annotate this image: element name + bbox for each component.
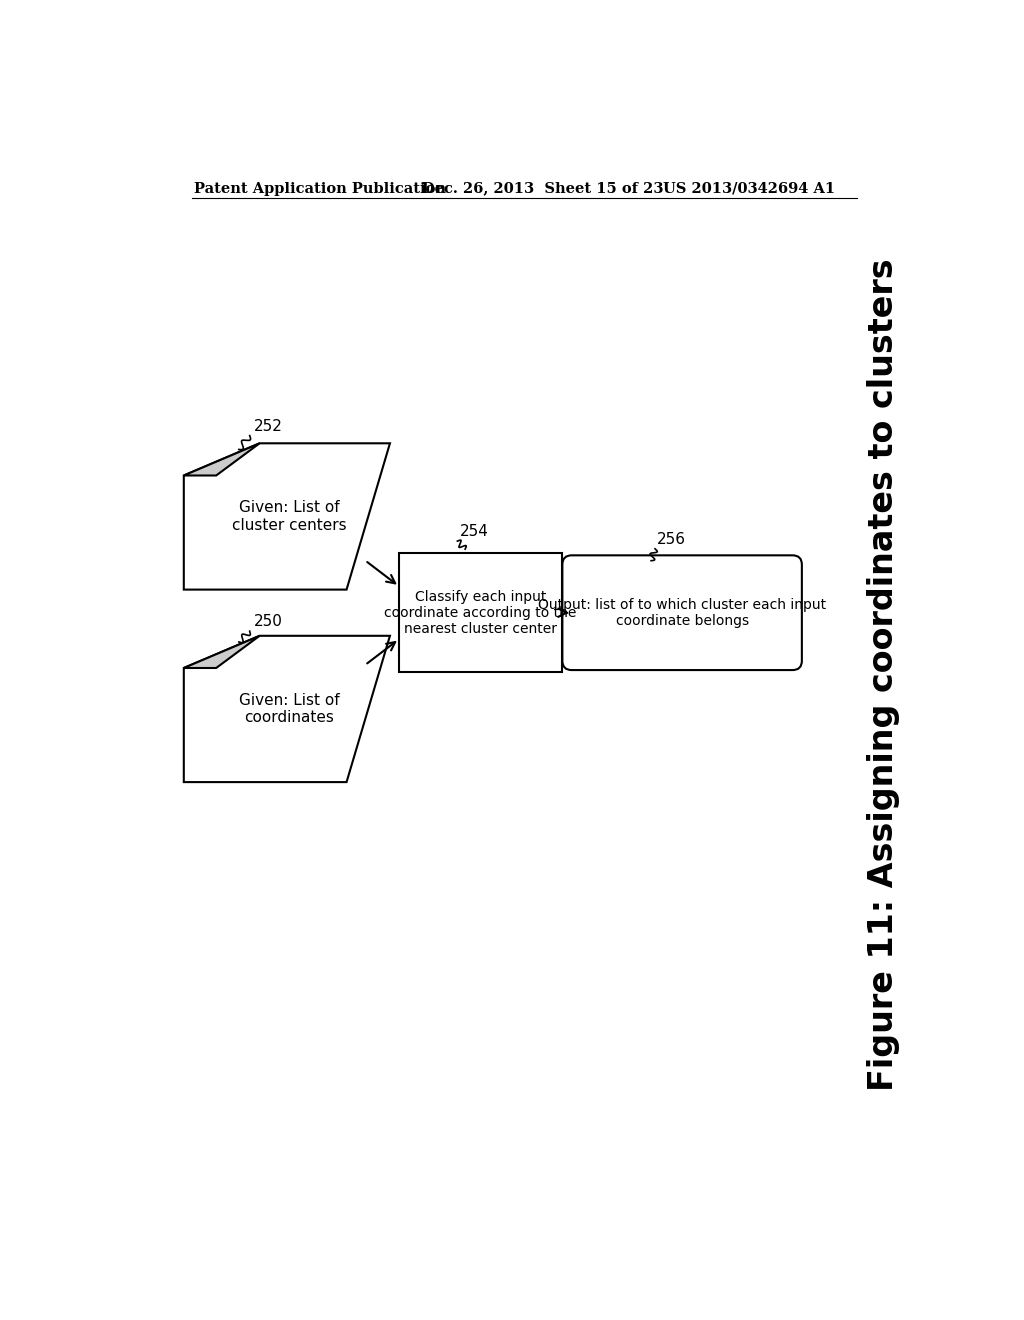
Text: Figure 11: Assigning coordinates to clusters: Figure 11: Assigning coordinates to clus… [867, 257, 900, 1090]
Polygon shape [183, 636, 260, 668]
Polygon shape [183, 444, 390, 590]
Text: 250: 250 [254, 614, 284, 630]
FancyBboxPatch shape [399, 553, 562, 672]
FancyBboxPatch shape [562, 556, 802, 671]
Text: 254: 254 [460, 524, 488, 540]
Polygon shape [183, 444, 260, 475]
Text: Given: List of
cluster centers: Given: List of cluster centers [231, 500, 346, 533]
Polygon shape [183, 636, 390, 781]
Text: 256: 256 [657, 532, 686, 546]
Text: US 2013/0342694 A1: US 2013/0342694 A1 [663, 182, 835, 195]
Text: Output: list of to which cluster each input
coordinate belongs: Output: list of to which cluster each in… [538, 598, 826, 628]
Text: 252: 252 [254, 418, 284, 434]
Text: Dec. 26, 2013  Sheet 15 of 23: Dec. 26, 2013 Sheet 15 of 23 [423, 182, 664, 195]
Text: Given: List of
coordinates: Given: List of coordinates [239, 693, 339, 725]
Text: Classify each input
coordinate according to the
nearest cluster center: Classify each input coordinate according… [384, 590, 577, 636]
Text: Patent Application Publication: Patent Application Publication [194, 182, 445, 195]
